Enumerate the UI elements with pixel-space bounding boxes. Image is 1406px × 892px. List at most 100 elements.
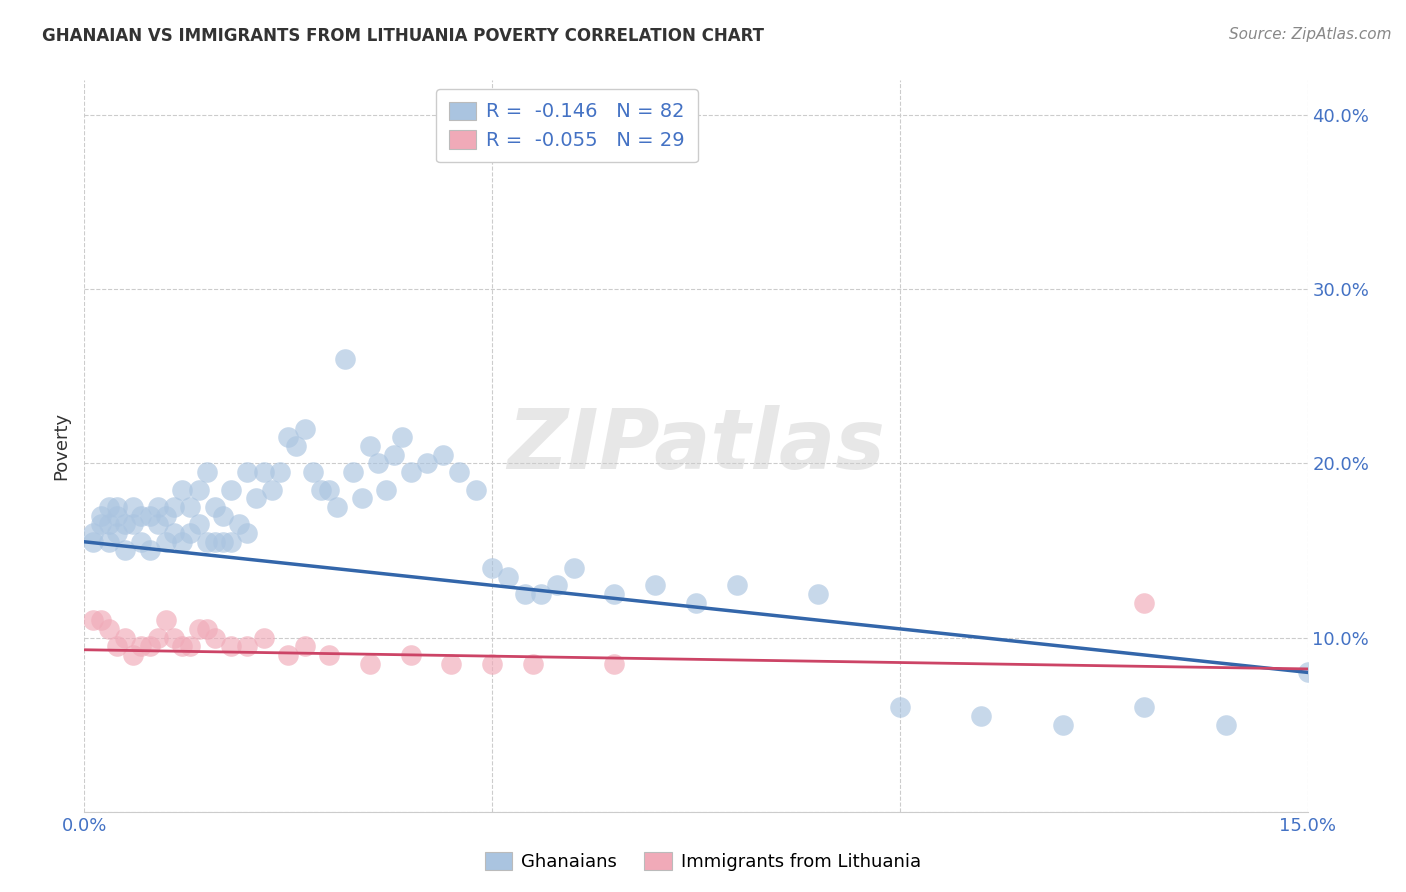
Legend: R =  -0.146   N = 82, R =  -0.055   N = 29: R = -0.146 N = 82, R = -0.055 N = 29 [436, 89, 697, 162]
Point [138, 640, 160, 654]
Point [382, 448, 405, 462]
Point [245, 491, 267, 506]
Point [294, 640, 316, 654]
Point [522, 657, 544, 671]
Text: ZIPatlas: ZIPatlas [508, 406, 884, 486]
Point [399, 648, 422, 662]
Point [399, 465, 422, 479]
Point [725, 578, 748, 592]
Point [326, 500, 349, 514]
Point [498, 569, 520, 583]
Point [644, 578, 666, 592]
Point [146, 500, 169, 514]
Point [82, 526, 104, 541]
Point [114, 543, 136, 558]
Point [285, 439, 308, 453]
Point [481, 561, 503, 575]
Point [685, 596, 707, 610]
Point [155, 613, 177, 627]
Point [359, 439, 381, 453]
Point [970, 709, 993, 723]
Point [212, 534, 235, 549]
Point [163, 500, 186, 514]
Point [172, 483, 194, 497]
Point [277, 430, 299, 444]
Point [195, 622, 218, 636]
Point [131, 640, 153, 654]
Point [481, 657, 503, 671]
Point [90, 508, 112, 523]
Point [807, 587, 830, 601]
Point [253, 631, 276, 645]
Point [179, 640, 201, 654]
Point [219, 483, 242, 497]
Point [335, 351, 357, 366]
Point [114, 517, 136, 532]
Point [90, 517, 112, 532]
Point [236, 465, 259, 479]
Point [172, 640, 194, 654]
Point [97, 622, 120, 636]
Point [82, 613, 104, 627]
Point [131, 508, 153, 523]
Point [253, 465, 276, 479]
Point [204, 631, 226, 645]
Point [464, 483, 486, 497]
Point [163, 526, 186, 541]
Point [114, 631, 136, 645]
Point [204, 534, 226, 549]
Point [138, 543, 160, 558]
Point [530, 587, 553, 601]
Point [195, 465, 218, 479]
Point [562, 561, 585, 575]
Text: Source: ZipAtlas.com: Source: ZipAtlas.com [1229, 27, 1392, 42]
Point [375, 483, 398, 497]
Point [219, 640, 242, 654]
Point [195, 534, 218, 549]
Point [359, 657, 381, 671]
Point [105, 526, 128, 541]
Point [228, 517, 250, 532]
Point [179, 500, 201, 514]
Point [546, 578, 568, 592]
Point [146, 517, 169, 532]
Point [391, 430, 413, 444]
Point [309, 483, 332, 497]
Point [318, 483, 340, 497]
Point [97, 517, 120, 532]
Y-axis label: Poverty: Poverty [52, 412, 70, 480]
Point [1052, 717, 1074, 731]
Point [1133, 700, 1156, 714]
Point [187, 517, 209, 532]
Point [105, 640, 128, 654]
Point [432, 448, 454, 462]
Point [416, 457, 439, 471]
Point [1296, 665, 1319, 680]
Point [350, 491, 373, 506]
Point [172, 534, 194, 549]
Point [187, 622, 209, 636]
Point [1215, 717, 1237, 731]
Point [122, 648, 145, 662]
Point [318, 648, 340, 662]
Point [260, 483, 283, 497]
Text: GHANAIAN VS IMMIGRANTS FROM LITHUANIA POVERTY CORRELATION CHART: GHANAIAN VS IMMIGRANTS FROM LITHUANIA PO… [42, 27, 765, 45]
Point [212, 508, 235, 523]
Point [294, 421, 316, 435]
Point [131, 534, 153, 549]
Point [90, 613, 112, 627]
Point [105, 500, 128, 514]
Point [269, 465, 291, 479]
Point [236, 526, 259, 541]
Point [236, 640, 259, 654]
Point [146, 631, 169, 645]
Point [367, 457, 389, 471]
Point [603, 587, 626, 601]
Point [82, 534, 104, 549]
Point [97, 500, 120, 514]
Point [122, 517, 145, 532]
Point [163, 631, 186, 645]
Point [277, 648, 299, 662]
Point [179, 526, 201, 541]
Point [449, 465, 471, 479]
